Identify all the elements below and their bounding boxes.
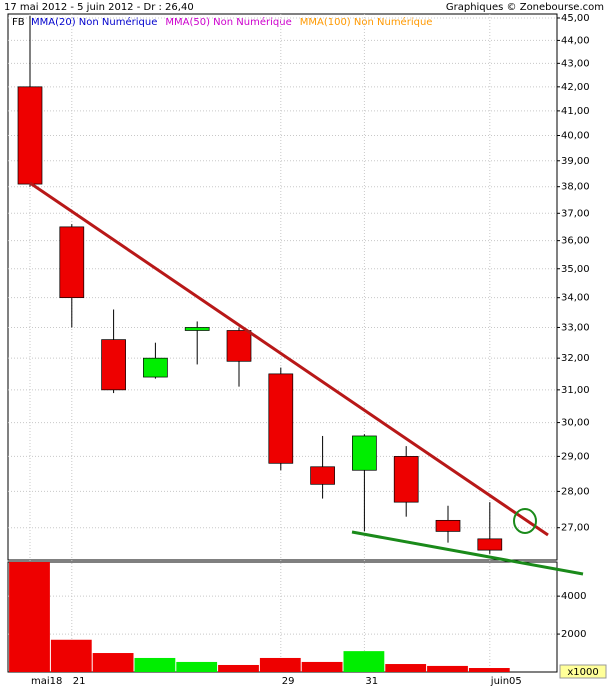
candle-body [435,519,461,532]
symbol: FB [12,17,25,28]
y-tick-label: 39,00 [561,156,590,167]
volume-bar [343,651,385,672]
volume-bar [50,639,92,672]
y-tick-label: 35,00 [561,264,590,275]
candle-body [226,330,252,362]
x-tick-label: 31 [365,676,378,687]
volume-bar [218,664,259,672]
candle-body [393,456,419,503]
indicator-legend: MMA(20) Non Numérique [31,16,157,28]
y-tick-label: 30,00 [561,418,590,429]
unit-bg [559,664,607,679]
header-right: Graphiques © Zonebourse.com [446,2,604,13]
y-tick-label: 27,00 [561,523,590,534]
y-tick-label: 2000 [561,629,586,640]
x-tick-label: juin05 [490,676,522,687]
price-frame [7,13,558,561]
x-tick-label: 29 [282,676,295,687]
candle-body [352,435,377,471]
y-tick-label: 29,00 [561,451,590,462]
volume-bar [259,657,301,672]
x-tick-label: mai18 [31,676,62,687]
y-tick-label: 43,00 [561,58,590,69]
indicator-legend: MMA(100) Non Numérique [300,16,433,28]
indicator-legend: MMA(50) Non Numérique [165,16,291,28]
y-tick-label: 28,00 [561,486,590,497]
candle-body [59,226,85,299]
y-tick-label: 31,00 [561,385,590,396]
volume-bar [92,653,134,672]
y-tick-label: 33,00 [561,322,590,333]
y-tick-label: 34,00 [561,293,590,304]
y-tick-label: 41,00 [561,106,590,117]
y-tick-label: 32,00 [561,353,590,364]
volume-bar [468,668,510,672]
candle-body [268,373,294,464]
y-tick-label: 44,00 [561,35,590,46]
x-tick-label: 21 [73,676,86,687]
y-tick-label: 45,00 [561,13,590,24]
support-line [351,530,584,576]
volume-bar [385,664,427,672]
volume-bar [134,657,176,672]
volume-bar [301,661,343,672]
candle-body [143,357,168,378]
candle-body [477,538,503,551]
y-tick-label: 40,00 [561,131,590,142]
y-tick-label: 38,00 [561,182,590,193]
candle-body [184,327,210,331]
y-tick-label: 42,00 [561,82,590,93]
volume-bar [427,665,468,672]
y-tick-label: 36,00 [561,236,590,247]
volume-bar [9,562,50,672]
y-tick-label: 37,00 [561,208,590,219]
trend-line [29,181,549,537]
candle-body [310,466,335,485]
unit-label: x1000 [567,667,598,678]
candle-body [17,86,43,185]
volume-bar [176,661,218,672]
marks: 27,00 28,00 29,00 30,00 31,00 32,00 33,00 34,00… [8,13,607,687]
highlight-circle [513,508,537,534]
y-tick-label: 4000 [561,591,586,602]
header-left: 17 mai 2012 - 5 juin 2012 - Dr : 26,40 [4,2,194,13]
candle-body [101,339,126,391]
